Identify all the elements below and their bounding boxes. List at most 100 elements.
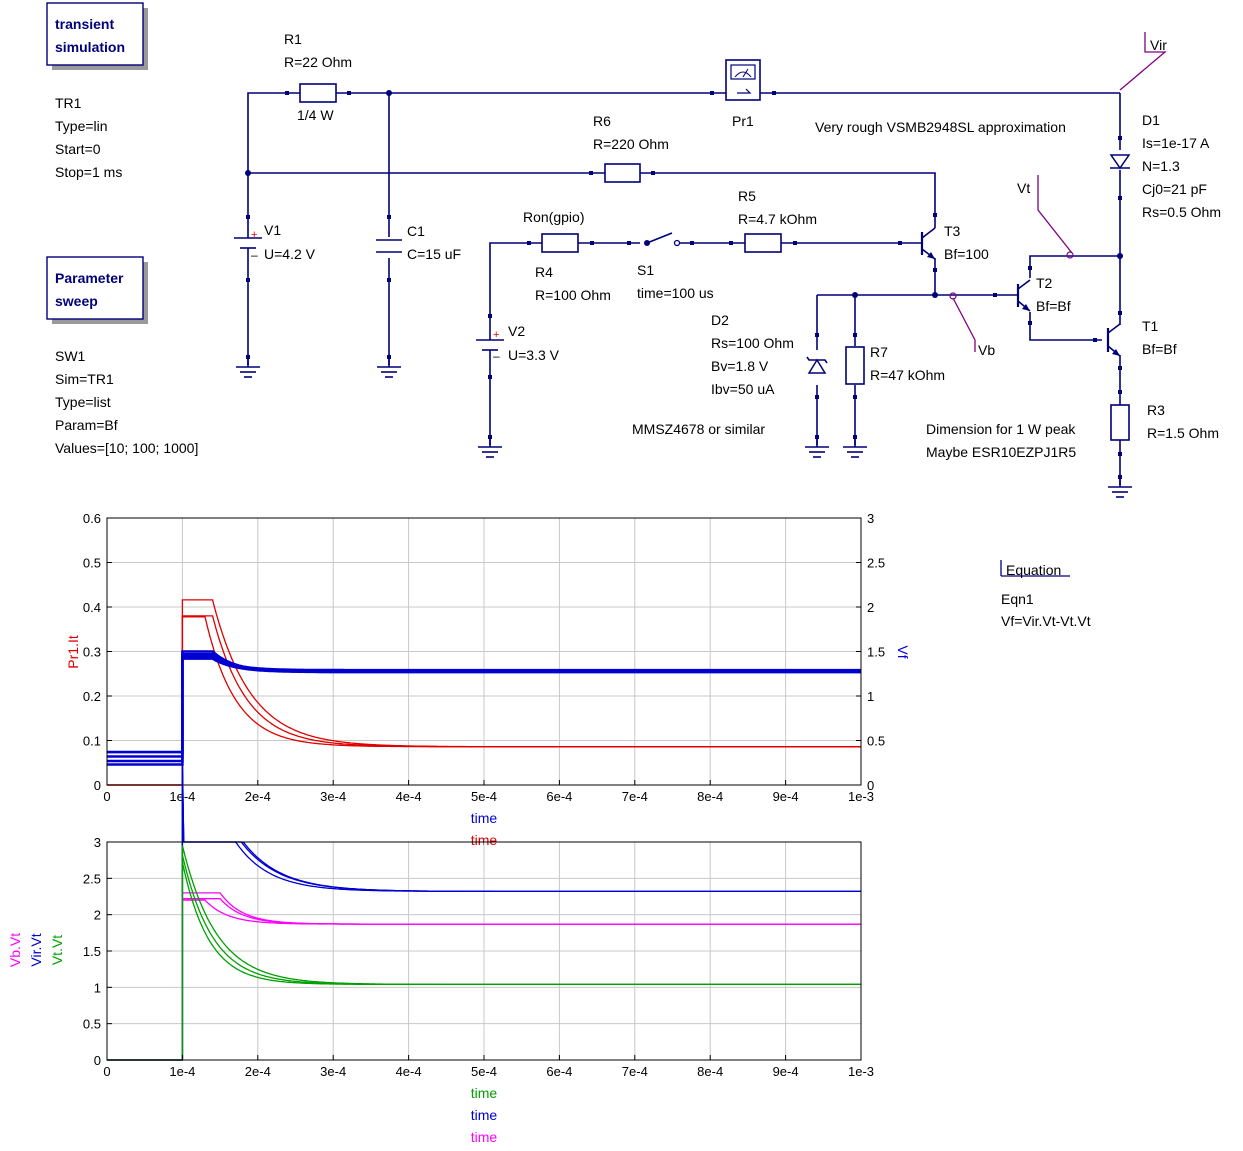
- equation-header: Equation: [1006, 562, 1061, 578]
- transient-block-line2: simulation: [55, 39, 125, 55]
- y-axis-label: Vir.Vt: [28, 933, 44, 966]
- y-tick-label: 0.3: [83, 645, 101, 660]
- equation-block[interactable]: Equation: [1000, 560, 1070, 578]
- series-line-vb-vt: [107, 899, 861, 1061]
- y-tick-label: 0.5: [83, 1017, 101, 1032]
- zener-diode-d2[interactable]: [806, 333, 828, 399]
- resistor-r5[interactable]: [729, 233, 797, 253]
- y-tick-label: 3: [94, 835, 101, 850]
- voltage-source-v2[interactable]: +: [476, 314, 504, 379]
- series-line-pr1-it: [107, 616, 861, 786]
- svg-text:+: +: [493, 329, 499, 341]
- d2-bv: Bv=1.8 V: [711, 358, 769, 374]
- r1-power: 1/4 W: [297, 107, 334, 123]
- y-tick-label: 0.5: [83, 556, 101, 571]
- x-tick-label: 5e-4: [471, 789, 497, 804]
- r5-value: R=4.7 kOhm: [738, 211, 817, 227]
- current-probe-pr1[interactable]: [710, 59, 776, 101]
- r3-value: R=1.5 Ohm: [1147, 425, 1219, 441]
- capacitor-c1[interactable]: [376, 215, 402, 282]
- r4-name: R4: [535, 264, 553, 280]
- x-tick-label: 3e-4: [320, 789, 346, 804]
- ground-icon: [377, 355, 401, 378]
- wire-labels: Vir Vt Vb: [949, 32, 1167, 358]
- s1-name: S1: [637, 262, 654, 278]
- sw1-values: Values=[10; 100; 1000]: [55, 440, 198, 456]
- y-axis-label-right: Vf: [895, 645, 911, 658]
- sw1-sim: Sim=TR1: [55, 371, 114, 387]
- d1-is: Is=1e-17 A: [1142, 135, 1210, 151]
- x-tick-label: 4e-4: [396, 1064, 422, 1079]
- transistor-t2[interactable]: [993, 266, 1032, 325]
- y2-tick-label: 3: [867, 511, 874, 526]
- d1-name: D1: [1142, 112, 1160, 128]
- x-tick-label: 6e-4: [546, 1064, 572, 1079]
- sweep-block-line1: Parameter: [55, 270, 124, 286]
- pr1-name: Pr1: [732, 113, 754, 129]
- series-line-vf: [107, 657, 861, 766]
- r3-note-2: Maybe ESR10EZPJ1R5: [926, 444, 1076, 460]
- equation-name: Eqn1: [1001, 591, 1034, 607]
- x-tick-label: 1e-3: [848, 789, 874, 804]
- v1-name: V1: [264, 222, 281, 238]
- v1-value: U=4.2 V: [264, 246, 316, 262]
- y-axis-label: Vt.Vt: [49, 935, 65, 965]
- y-tick-label: 0.2: [83, 689, 101, 704]
- x-tick-label: 0: [103, 789, 110, 804]
- y-tick-label: 0.6: [83, 511, 101, 526]
- v2-name: V2: [508, 323, 525, 339]
- r5-name: R5: [738, 188, 756, 204]
- resistor-r6[interactable]: [589, 163, 655, 183]
- y2-tick-label: 1.5: [867, 645, 885, 660]
- x-tick-label: 9e-4: [773, 789, 799, 804]
- parameter-sweep-block[interactable]: Parameter sweep: [46, 256, 148, 324]
- resistor-r1[interactable]: [285, 83, 351, 103]
- ground-icon: [843, 435, 867, 458]
- resistor-r3[interactable]: [1110, 390, 1130, 456]
- r6-value: R=220 Ohm: [593, 136, 669, 152]
- y2-tick-label: 0.5: [867, 734, 885, 749]
- resistor-ron[interactable]: [527, 233, 594, 253]
- tr1-start: Start=0: [55, 141, 101, 157]
- ground-icon: [1108, 475, 1132, 498]
- transistor-t1[interactable]: [1093, 311, 1122, 370]
- d1-rs: Rs=0.5 Ohm: [1142, 204, 1221, 220]
- junctions: [245, 90, 1123, 298]
- voltage-source-v1[interactable]: +: [234, 215, 262, 282]
- vir-label: Vir: [1150, 37, 1167, 53]
- y-tick-label: 0.4: [83, 600, 101, 615]
- d2-ibv: Ibv=50 uA: [711, 381, 775, 397]
- r3-name: R3: [1147, 402, 1165, 418]
- sw1-param: Param=Bf: [55, 417, 118, 433]
- r1-name: R1: [284, 31, 302, 47]
- ground-symbols: [236, 355, 1132, 498]
- vb-label: Vb: [978, 342, 995, 358]
- y-axis-label: Vb.Vt: [7, 933, 23, 967]
- ground-icon: [805, 435, 829, 458]
- r4-value: R=100 Ohm: [535, 287, 611, 303]
- y2-tick-label: 1: [867, 689, 874, 704]
- t3-name: T3: [944, 223, 961, 239]
- vt-label: Vt: [1017, 180, 1030, 196]
- transient-block-line1: transient: [55, 16, 114, 32]
- ron-name: Ron(gpio): [523, 209, 584, 225]
- v2-value: U=3.3 V: [508, 347, 560, 363]
- ground-icon: [236, 355, 260, 378]
- resistor-r7[interactable]: [845, 333, 865, 399]
- x-tick-label: 3e-4: [320, 1064, 346, 1079]
- x-tick-label: 6e-4: [546, 789, 572, 804]
- tr1-stop: Stop=1 ms: [55, 164, 122, 180]
- t3-value: Bf=100: [944, 246, 989, 262]
- ground-icon: [478, 435, 502, 458]
- d1-n: N=1.3: [1142, 158, 1180, 174]
- s1-value: time=100 us: [637, 285, 714, 301]
- t1-value: Bf=Bf: [1142, 341, 1177, 357]
- y-tick-label: 1: [94, 980, 101, 995]
- transistor-t3[interactable]: [898, 213, 937, 272]
- y-axis-label-left: Pr1.It: [65, 635, 81, 669]
- r6-name: R6: [593, 113, 611, 129]
- diode-d1[interactable]: [1109, 136, 1131, 200]
- svg-text:–: –: [251, 248, 258, 262]
- transient-simulation-block[interactable]: transient simulation: [46, 2, 148, 70]
- switch-s1[interactable]: [627, 232, 694, 247]
